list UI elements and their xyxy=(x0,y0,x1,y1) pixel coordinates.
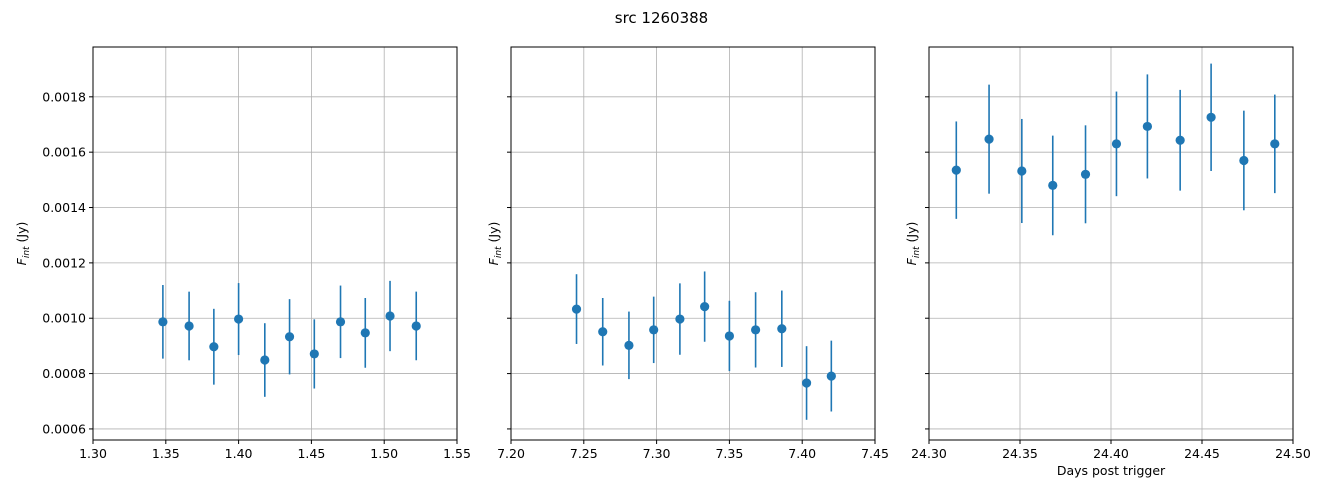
axes-frame xyxy=(510,46,876,441)
y-tick-label: 0.0006 xyxy=(42,421,86,436)
data-point xyxy=(234,314,244,324)
data-point xyxy=(624,340,634,350)
panel-1: 1.30 1.35 1.40 1.45 1.50 1.55 0.0006 0.0008 0.00… xyxy=(14,46,471,461)
y-axis-label-subscript: int xyxy=(22,246,32,258)
data-point xyxy=(777,324,787,334)
data-point xyxy=(1239,155,1249,166)
x-tick-label: 1.30 xyxy=(79,446,107,461)
x-tick-label: 7.20 xyxy=(497,446,525,461)
data-point xyxy=(260,355,270,365)
chart-title: src 1260388 xyxy=(615,9,708,27)
x-tick-label: 1.45 xyxy=(297,446,325,461)
x-tick-label: 7.45 xyxy=(861,446,889,461)
data-point xyxy=(284,332,295,342)
data-point xyxy=(360,328,370,338)
data-point xyxy=(598,327,608,337)
data-point xyxy=(1270,139,1280,149)
data-point xyxy=(1080,169,1091,179)
y-tick-label: 0.0014 xyxy=(42,200,86,215)
data-point xyxy=(411,321,421,331)
x-tick-label: 24.35 xyxy=(1002,446,1038,461)
data-point xyxy=(751,325,761,335)
x-tick-label: 7.40 xyxy=(788,446,816,461)
data-point xyxy=(1111,139,1122,149)
y-axis-label: Fint (Jy) xyxy=(904,222,922,266)
data-point xyxy=(1206,112,1216,122)
data-point xyxy=(675,314,685,324)
data-point xyxy=(984,134,994,144)
x-tick-label: 7.35 xyxy=(715,446,743,461)
x-tick-label: 24.45 xyxy=(1184,446,1220,461)
x-tick-label: 7.30 xyxy=(643,446,671,461)
panel-3: 24.30 24.35 24.40 24.45 24.50 Fint (Jy) Days p… xyxy=(904,46,1311,478)
y-axis-label-subscript: int xyxy=(912,246,922,258)
data-point xyxy=(700,302,710,312)
y-axis-label-symbol: F xyxy=(486,257,501,265)
x-axis-label: Days post trigger xyxy=(1057,463,1166,478)
y-tick-label: 0.0018 xyxy=(42,89,86,104)
data-point xyxy=(951,165,961,175)
data-point xyxy=(724,331,735,341)
x-tick-label: 1.40 xyxy=(225,446,253,461)
data-point xyxy=(1048,180,1058,190)
data-point xyxy=(158,317,168,327)
data-point xyxy=(385,311,395,321)
y-axis-label-unit: (Jy) xyxy=(486,222,501,247)
x-tick-label: 1.50 xyxy=(370,446,398,461)
axes-frame xyxy=(92,46,458,441)
x-tick-label: 24.50 xyxy=(1275,446,1311,461)
data-point xyxy=(1017,166,1027,176)
x-tick-label: 1.35 xyxy=(152,446,180,461)
y-axis-label-symbol: F xyxy=(14,257,29,265)
data-point xyxy=(309,349,319,359)
y-axis-label: Fint (Jy) xyxy=(14,222,32,266)
y-tick-label: 0.0008 xyxy=(42,366,86,381)
y-axis-label: Fint (Jy) xyxy=(486,222,504,266)
y-tick-label: 0.0016 xyxy=(42,145,86,160)
data-point xyxy=(826,371,836,381)
x-tick-label: 1.55 xyxy=(443,446,471,461)
data-point xyxy=(649,325,659,335)
data-point xyxy=(335,317,346,327)
panel-2: 7.20 7.25 7.30 7.35 7.40 7.45 Fint (Jy) xyxy=(486,46,889,461)
panels-group: 1.30 1.35 1.40 1.45 1.50 1.55 0.0006 0.0008 0.00… xyxy=(14,46,1311,478)
y-axis-label-unit: (Jy) xyxy=(904,222,919,247)
y-axis-label-subscript: int xyxy=(494,246,504,258)
y-axis-label-unit: (Jy) xyxy=(14,222,29,247)
y-tick-label: 0.0012 xyxy=(42,255,86,270)
data-point xyxy=(801,378,812,388)
data-point xyxy=(1142,121,1152,132)
data-point xyxy=(209,342,219,352)
data-point xyxy=(1175,135,1185,145)
x-tick-label: 24.40 xyxy=(1093,446,1129,461)
y-tick-label: 0.0010 xyxy=(42,311,86,326)
data-point xyxy=(571,304,582,314)
y-axis-label-symbol: F xyxy=(904,257,919,265)
x-tick-label: 24.30 xyxy=(911,446,947,461)
data-point xyxy=(184,321,194,331)
x-tick-label: 7.25 xyxy=(570,446,598,461)
